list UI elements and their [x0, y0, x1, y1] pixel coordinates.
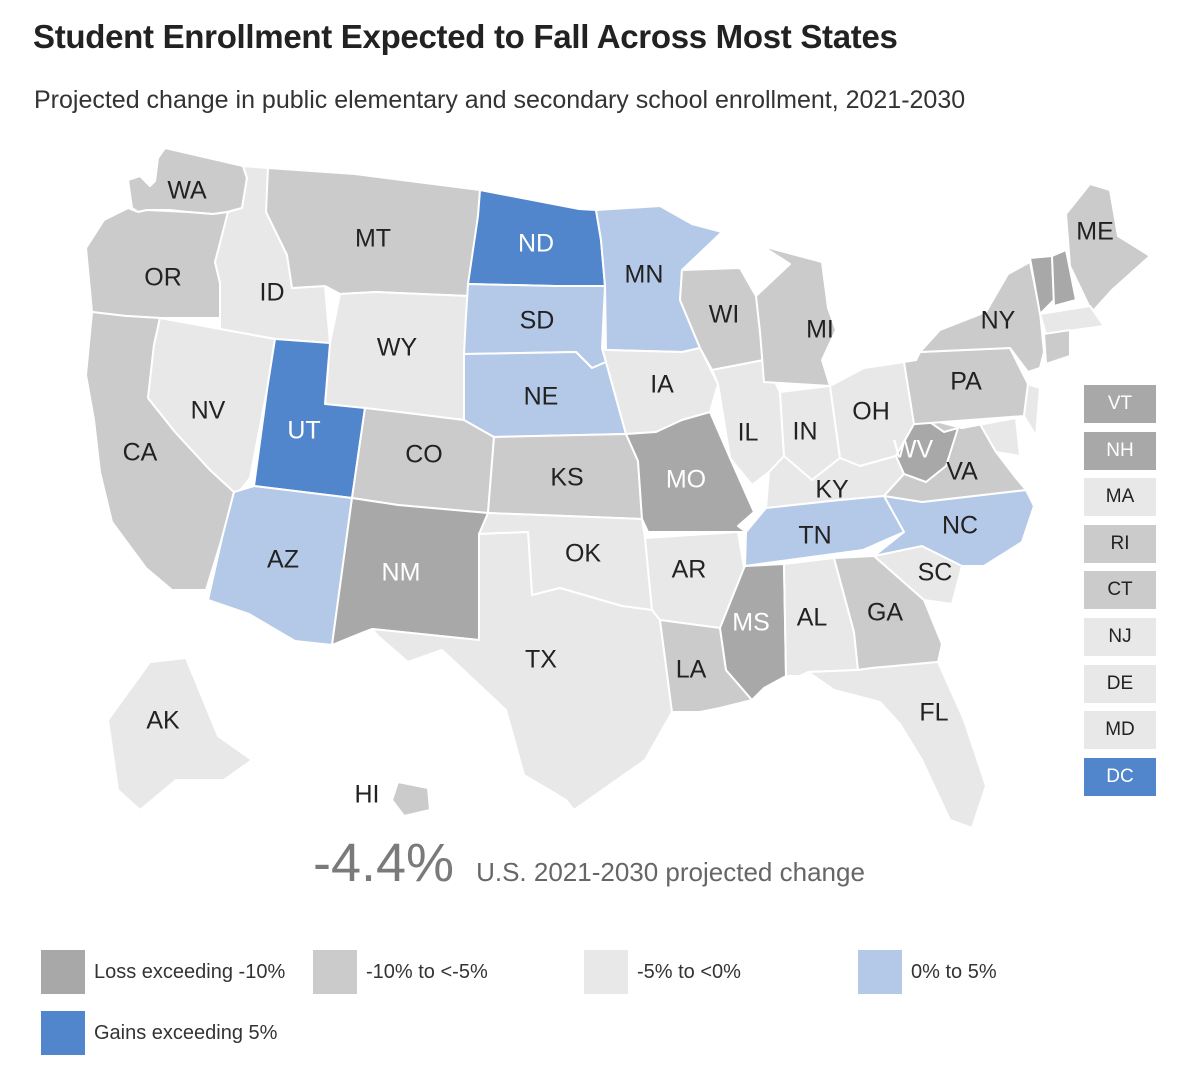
- small-state-label: MD: [1105, 719, 1135, 741]
- us-state-map: WA OR CA ID NV MT WY UT AZ CO NM ND SD NE KS OK TX MN IA MO…: [85, 147, 1151, 829]
- legend-item: Loss exceeding -10%: [41, 950, 285, 994]
- state-label-ia: IA: [650, 371, 674, 399]
- state-shape-ma[interactable]: [1039, 305, 1105, 335]
- state-label-nc: NC: [942, 512, 978, 540]
- legend-swatch: [858, 950, 902, 994]
- state-shape-ak[interactable]: [107, 657, 253, 811]
- state-label-ar: AR: [672, 556, 707, 584]
- state-label-ak: AK: [146, 707, 180, 735]
- state-label-ne: NE: [524, 383, 559, 411]
- state-label-mt: MT: [355, 225, 391, 253]
- state-label-ny: NY: [981, 307, 1016, 335]
- state-label-pa: PA: [950, 368, 982, 396]
- legend-swatch: [313, 950, 357, 994]
- small-state-box-nh[interactable]: NH: [1084, 431, 1156, 470]
- state-label-ky: KY: [815, 476, 849, 504]
- state-label-ms: MS: [732, 609, 770, 637]
- state-label-wy: WY: [377, 334, 418, 362]
- legend-item: 0% to 5%: [858, 950, 997, 994]
- state-label-tn: TN: [798, 522, 831, 550]
- state-label-me: ME: [1076, 218, 1114, 246]
- state-label-wi: WI: [709, 301, 740, 329]
- small-state-box-ma[interactable]: MA: [1084, 478, 1156, 517]
- legend-item: -5% to <0%: [584, 950, 741, 994]
- small-state-label: MA: [1105, 486, 1135, 508]
- state-label-in: IN: [793, 418, 818, 446]
- small-state-box-de[interactable]: DE: [1084, 664, 1156, 703]
- state-shape-nh[interactable]: [1051, 249, 1077, 307]
- small-state-label: NH: [1106, 439, 1134, 461]
- legend-label: Gains exceeding 5%: [94, 1021, 278, 1044]
- legend-label: -5% to <0%: [637, 960, 741, 983]
- state-label-hi: HI: [355, 781, 380, 809]
- state-label-id: ID: [260, 279, 285, 307]
- state-shape-tx[interactable]: [371, 531, 673, 811]
- state-label-ks: KS: [550, 464, 583, 492]
- state-shape-md[interactable]: [961, 417, 1021, 457]
- small-state-label: CT: [1107, 579, 1133, 601]
- small-state-box-ct[interactable]: CT: [1084, 571, 1156, 610]
- small-state-label: DE: [1106, 672, 1134, 694]
- state-shape-me[interactable]: [1065, 183, 1151, 313]
- small-state-box-nj[interactable]: NJ: [1084, 617, 1156, 656]
- small-state-box-ri[interactable]: RI: [1084, 524, 1156, 563]
- state-label-nd: ND: [518, 230, 554, 258]
- state-label-wv: WV: [893, 436, 934, 464]
- state-shape-mo[interactable]: [625, 411, 755, 533]
- small-state-label: VT: [1107, 393, 1133, 414]
- small-state-box-vt[interactable]: VT: [1084, 385, 1156, 423]
- state-label-al: AL: [797, 604, 828, 632]
- legend-item: Gains exceeding 5%: [41, 1011, 277, 1055]
- national-change-value: -4.4%: [313, 833, 455, 893]
- state-label-sc: SC: [918, 559, 953, 587]
- state-shape-nj[interactable]: [1023, 383, 1041, 437]
- national-change: -4.4% U.S. 2021-2030 projected change: [313, 832, 865, 894]
- map-subtitle: Projected change in public elementary an…: [34, 86, 966, 114]
- small-state-label: RI: [1110, 532, 1130, 554]
- state-label-va: VA: [946, 458, 978, 486]
- state-label-fl: FL: [919, 699, 948, 727]
- state-label-mo: MO: [666, 466, 706, 494]
- state-label-sd: SD: [520, 307, 555, 335]
- state-label-tx: TX: [525, 646, 557, 674]
- small-state-box-md[interactable]: MD: [1084, 711, 1156, 750]
- state-label-ga: GA: [867, 599, 903, 627]
- state-label-mn: MN: [625, 261, 664, 289]
- state-label-co: CO: [405, 441, 443, 469]
- small-states-column: VT NH MA RI CT NJ DE MD DC: [1084, 385, 1156, 804]
- legend-swatch: [584, 950, 628, 994]
- state-label-nv: NV: [191, 397, 226, 425]
- state-label-az: AZ: [267, 546, 299, 574]
- legend-label: -10% to <-5%: [366, 960, 488, 983]
- state-label-ut: UT: [287, 417, 320, 445]
- small-state-box-dc[interactable]: DC: [1084, 757, 1156, 796]
- state-label-wa: WA: [167, 177, 207, 205]
- legend-swatch: [41, 1011, 85, 1055]
- legend-item: -10% to <-5%: [313, 950, 488, 994]
- small-state-label: NJ: [1108, 625, 1132, 647]
- map-title: Student Enrollment Expected to Fall Acro…: [33, 18, 898, 55]
- state-label-oh: OH: [852, 398, 890, 426]
- legend-label: 0% to 5%: [911, 960, 997, 983]
- legend-label: Loss exceeding -10%: [94, 960, 286, 983]
- national-change-label: U.S. 2021-2030 projected change: [476, 857, 865, 887]
- state-label-il: IL: [738, 419, 759, 447]
- state-label-nm: NM: [382, 559, 421, 587]
- state-label-ca: CA: [123, 439, 158, 467]
- small-state-label: DC: [1106, 765, 1134, 787]
- state-label-la: LA: [676, 656, 707, 684]
- state-label-or: OR: [144, 264, 182, 292]
- state-shape-hi[interactable]: [391, 781, 431, 817]
- legend-swatch: [41, 950, 85, 994]
- state-label-ok: OK: [565, 540, 601, 568]
- legend: Loss exceeding -10% -10% to <-5% -5% to <0…: [41, 950, 1191, 1060]
- state-shape-fl[interactable]: [807, 661, 987, 829]
- state-label-mi: MI: [806, 316, 834, 344]
- state-shape-ct[interactable]: [1043, 329, 1071, 365]
